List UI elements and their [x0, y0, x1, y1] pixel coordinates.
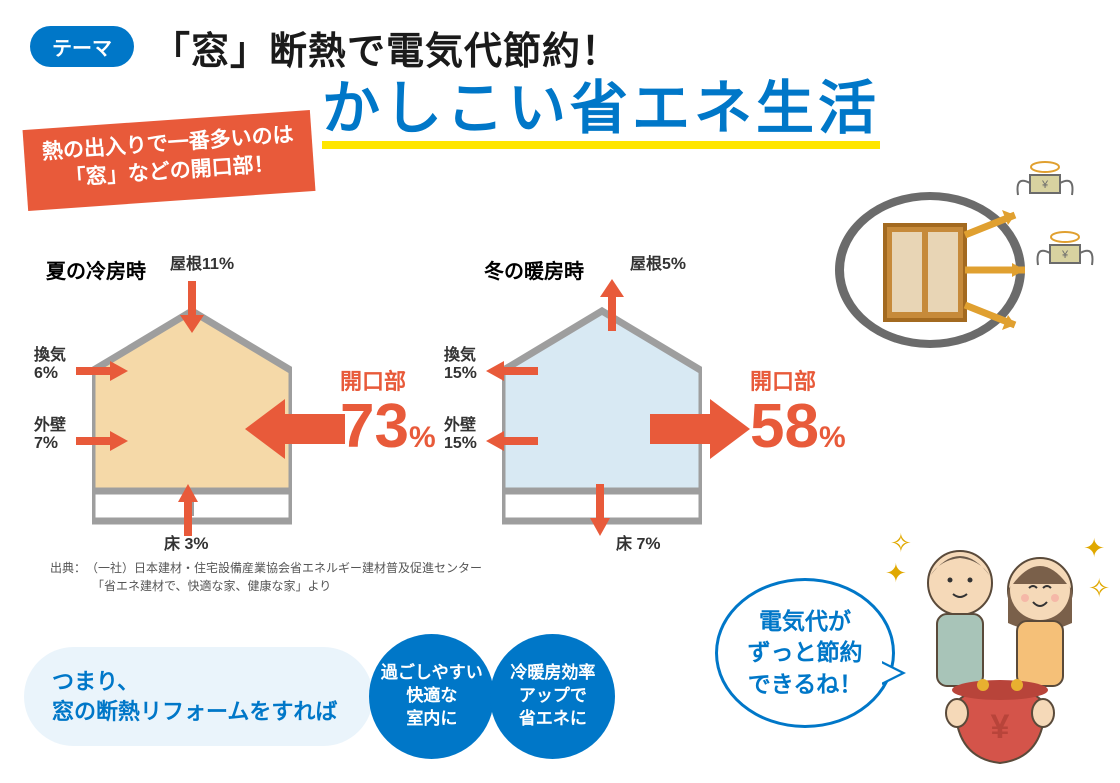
winter-opening-label: 開口部 58%: [750, 364, 846, 458]
summer-floor-unit: %: [193, 534, 208, 553]
winter-wall-text: 外壁: [444, 417, 476, 434]
winter-floor-text: 床: [616, 536, 632, 553]
summer-roof-text: 屋根: [170, 256, 202, 273]
money-wing-icon-2: ¥: [1030, 225, 1100, 280]
winter-house-title: 冬の暖房時: [484, 255, 584, 284]
winter-roof-unit: %: [671, 254, 686, 273]
winter-vent-val: 15: [444, 365, 462, 382]
speech-bubble: 電気代が ずっと節約 できるね！: [715, 578, 895, 728]
theme-badge: テーマ: [30, 26, 134, 67]
winter-vent-unit: %: [462, 363, 477, 382]
sparkle-icon: ✧: [890, 528, 912, 559]
summer-vent-val: 6: [34, 365, 43, 382]
winter-vent-text: 換気: [444, 347, 476, 364]
winter-house-block: 冬の暖房時 屋根5% 換気15% 外壁15% 床 7%: [460, 259, 740, 554]
summer-roof-label: 屋根11%: [170, 255, 234, 274]
speech-text: 電気代が ずっと節約 できるね！: [748, 606, 863, 699]
summer-floor-arrow: [178, 484, 198, 536]
winter-floor-unit: %: [645, 534, 660, 553]
winter-vent-label: 換気15%: [444, 347, 477, 383]
summer-opening-unit: %: [409, 421, 436, 454]
couple-icon: ¥: [895, 518, 1105, 768]
winter-wall-unit: %: [462, 433, 477, 452]
winter-roof-text: 屋根: [630, 256, 662, 273]
benefit-circle-1: 過ごしやすい 快適な 室内に: [369, 634, 494, 759]
svg-text:¥: ¥: [991, 708, 1010, 746]
bottom-lead-pill: つまり、 窓の断熱リフォームをすれば: [24, 647, 373, 746]
summer-wall-unit: %: [43, 433, 58, 452]
summer-floor-label: 床 3%: [164, 535, 209, 554]
summer-vent-unit: %: [43, 363, 58, 382]
window-heat-bubble: [830, 180, 1040, 360]
summer-vent-label: 換気6%: [34, 347, 66, 383]
svg-text:¥: ¥: [1061, 249, 1069, 261]
summer-wall-arrow: [76, 431, 128, 451]
summer-roof-arrow: [180, 281, 204, 333]
winter-wall-val: 15: [444, 435, 462, 452]
winter-opening-unit: %: [819, 421, 846, 454]
summer-vent-arrow: [76, 361, 128, 381]
title-line-1: 「窓」断熱で電気代節約！: [152, 20, 1090, 75]
summer-wall-val: 7: [34, 435, 43, 452]
summer-opening-val: 73: [340, 392, 409, 461]
summer-vent-text: 換気: [34, 347, 66, 364]
benefit-circle-2: 冷暖房効率 アップで 省エネに: [490, 634, 615, 759]
winter-vent-arrow: [486, 361, 538, 381]
sparkle-icon: ✦: [1083, 533, 1105, 564]
summer-opening-arrow: [245, 399, 345, 459]
couple-illustration: ✦ ✧ ✦ ✧ ¥: [895, 518, 1105, 768]
sparkle-icon: ✧: [1088, 573, 1110, 604]
summer-house-block: 夏の冷房時 屋根11% 換気6% 外壁7% 床 3%: [50, 259, 330, 554]
winter-roof-label: 屋根5%: [630, 255, 686, 274]
summer-opening-label: 開口部 73%: [340, 364, 436, 458]
title-line-2: かしこい省エネ生活: [322, 77, 880, 149]
winter-roof-val: 5: [662, 256, 671, 273]
summer-house-title: 夏の冷房時: [46, 255, 146, 284]
summer-wall-label: 外壁7%: [34, 417, 66, 453]
window-bubble-icon: [830, 180, 1040, 360]
summer-floor-text: 床: [164, 536, 180, 553]
winter-floor-label: 床 7%: [616, 535, 661, 554]
summer-wall-text: 外壁: [34, 417, 66, 434]
winter-opening-arrow: [650, 399, 750, 459]
winter-floor-arrow: [590, 484, 610, 536]
svg-text:¥: ¥: [1041, 179, 1049, 191]
sparkle-icon: ✦: [885, 558, 907, 589]
winter-opening-val: 58: [750, 392, 819, 461]
summer-roof-val: 11: [202, 256, 219, 273]
winter-roof-arrow: [600, 279, 624, 331]
winter-wall-label: 外壁15%: [444, 417, 477, 453]
bottom-row: つまり、 窓の断熱リフォームをすれば 過ごしやすい 快適な 室内に 冷暖房効率 …: [24, 634, 615, 759]
money-wing-icon-1: ¥: [1010, 155, 1080, 210]
summer-roof-unit: %: [219, 254, 234, 273]
winter-wall-arrow: [486, 431, 538, 451]
